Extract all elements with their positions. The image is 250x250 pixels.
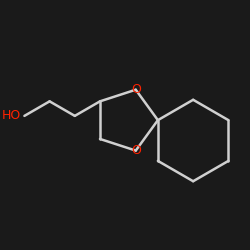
Text: O: O [131,83,141,96]
Text: HO: HO [2,110,22,122]
Text: O: O [131,144,141,157]
